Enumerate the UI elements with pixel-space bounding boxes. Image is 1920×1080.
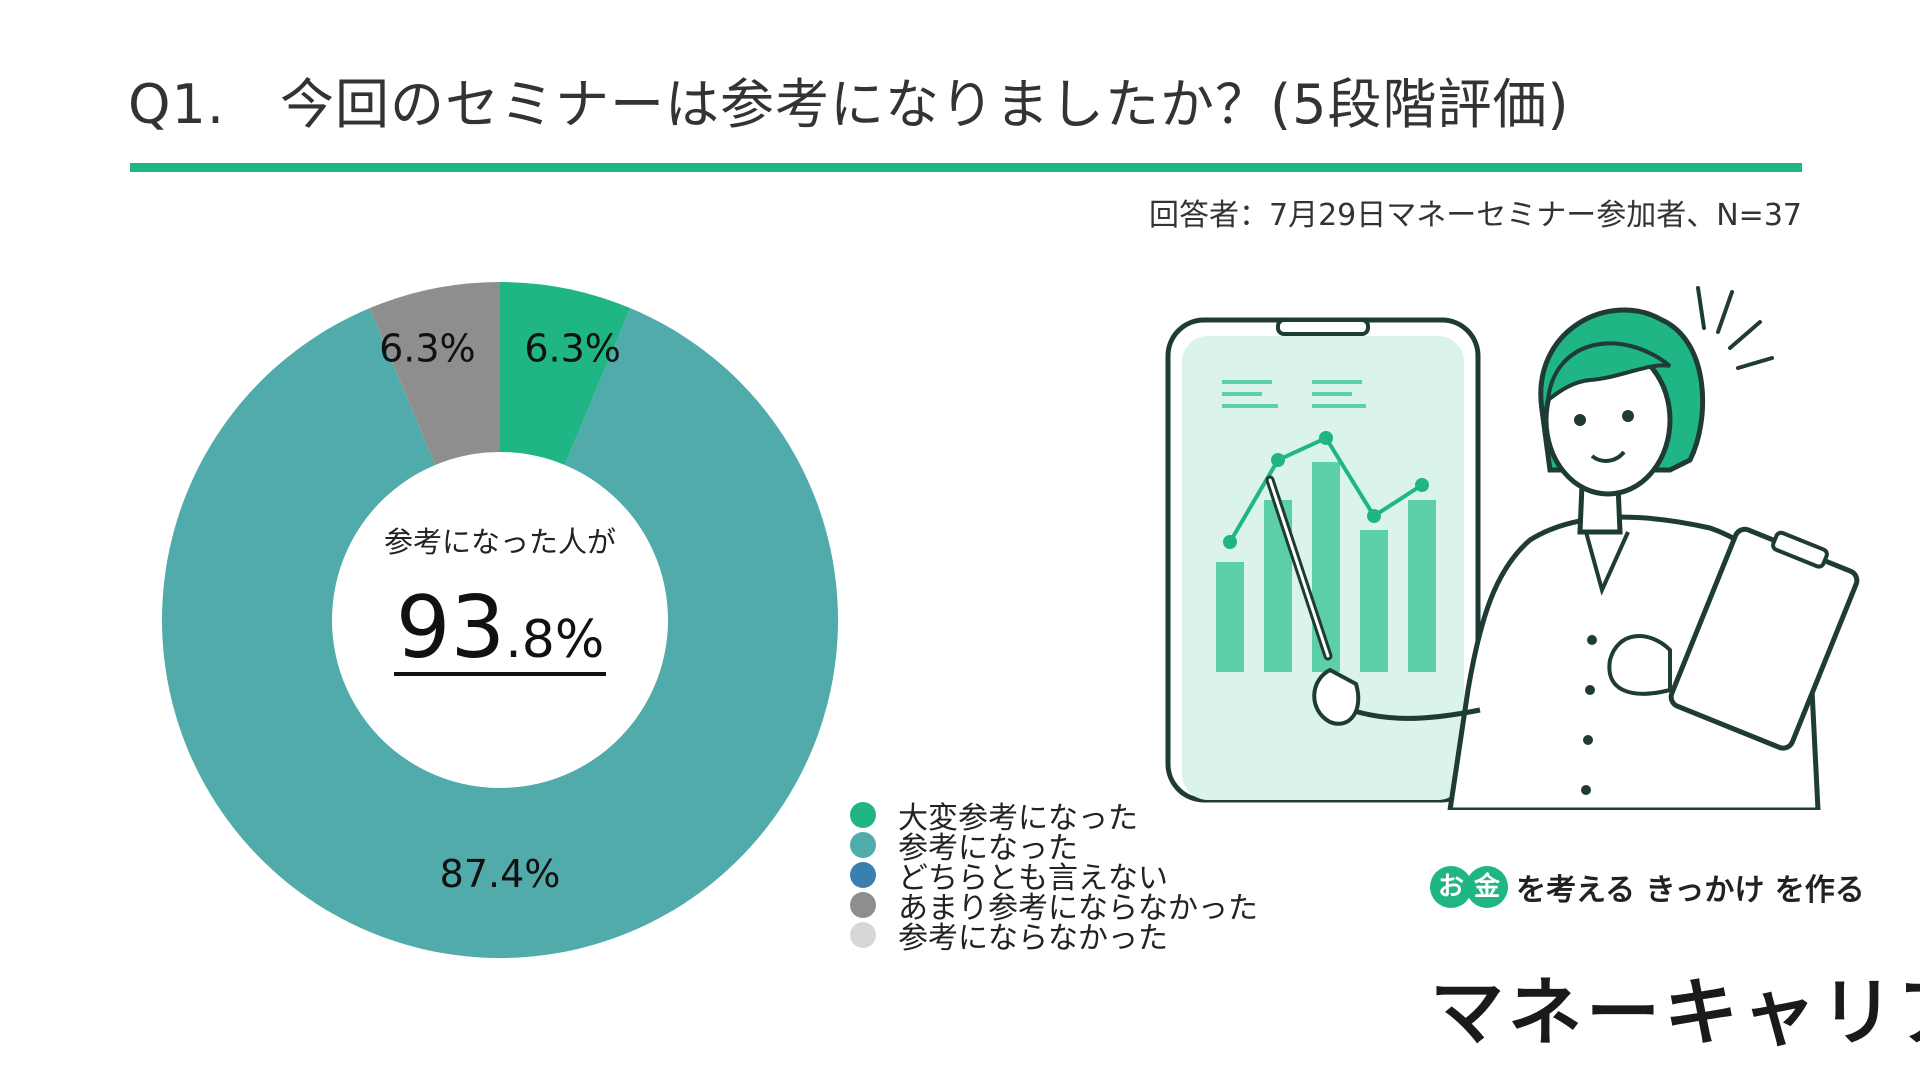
legend-item: どちらとも言えない: [850, 860, 1258, 896]
slice-label-0: 6.3%: [524, 326, 621, 370]
legend-item: 大変参考になった: [850, 800, 1258, 836]
legend-item: 参考になった: [850, 830, 1258, 866]
brand-logo: お 金 を考える きっかけ を作る マネーキャリア: [1430, 865, 1920, 1056]
legend-swatch: [850, 862, 876, 888]
okane-badge-2: 金: [1466, 866, 1508, 908]
donut-slice-1: [162, 308, 839, 959]
center-caption: 参考になった人が: [384, 525, 616, 559]
legend-label: あまり参考にならなかった: [898, 891, 1258, 926]
brand-name: マネーキャリア: [1430, 970, 1920, 1056]
page-title: Q1. 今回のセミナーは参考になりましたか？(5段階評価): [128, 73, 1570, 136]
chart-legend: 大変参考になった 参考になった どちらとも言えない あまり参考にならなかった 参考になら…: [850, 800, 1258, 956]
center-value-minor: .8%: [505, 610, 604, 670]
logo-tagline: お 金 を考える きっかけ を作る: [1430, 865, 1865, 909]
legend-swatch: [850, 802, 876, 828]
tagline-text: を考える きっかけ を作る: [1516, 873, 1865, 908]
slice-label-3: 6.3%: [379, 326, 476, 370]
legend-label: 参考にならなかった: [898, 921, 1168, 956]
center-value-major: 93: [396, 578, 505, 678]
respondents-note: 回答者：7月29日マネーセミナー参加者、N=37: [1148, 198, 1802, 233]
legend-swatch: [850, 892, 876, 918]
legend-label: 大変参考になった: [898, 801, 1138, 836]
legend-swatch: [850, 832, 876, 858]
okane-badge: お: [1430, 866, 1472, 908]
center-value: 93.8%: [396, 578, 604, 678]
slice-labels: 6.3% 87.4% 6.3%: [379, 326, 621, 896]
donut-slice-3: [369, 282, 500, 465]
presenter-with-phone-chart-icon: [1165, 286, 1860, 810]
donut-chart: 6.3% 87.4% 6.3% 参考になった人が 93.8%: [162, 282, 839, 959]
legend-label: どちらとも言えない: [898, 861, 1168, 896]
center-value-underline: [394, 672, 606, 676]
donut-slices: [162, 282, 839, 959]
title-underline: [130, 163, 1802, 172]
donut-slice-0: [500, 282, 631, 465]
legend-item: あまり参考にならなかった: [850, 890, 1258, 926]
legend-swatch: [850, 922, 876, 948]
slice-label-1: 87.4%: [440, 852, 561, 896]
legend-item: 参考にならなかった: [850, 920, 1258, 956]
legend-label: 参考になった: [898, 831, 1078, 866]
